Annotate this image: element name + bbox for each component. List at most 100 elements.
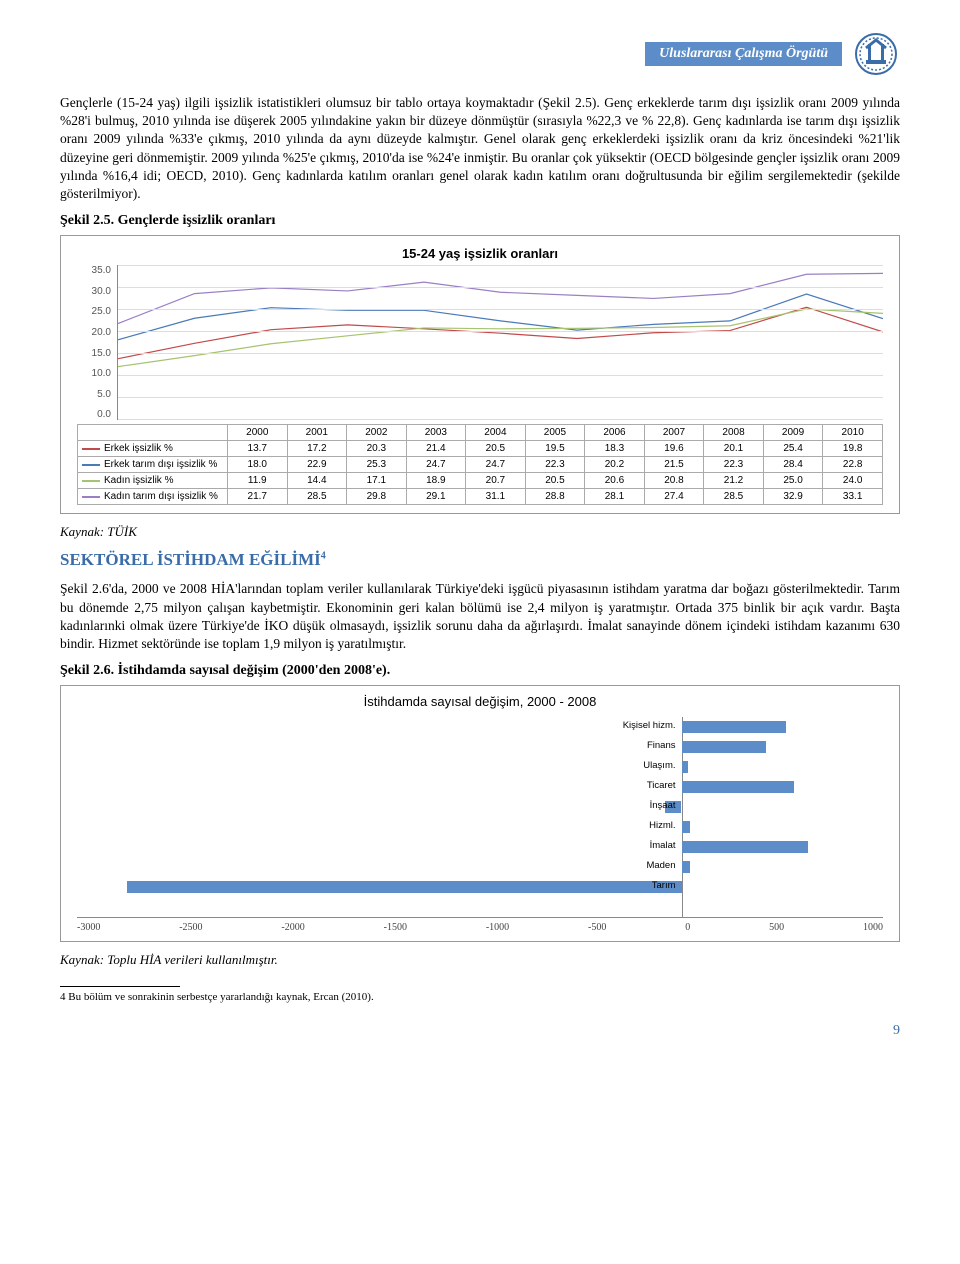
table-cell: 17.2	[287, 441, 347, 457]
table-year-header: 2008	[704, 425, 764, 441]
section-heading: SEKTÖREL İSTİHDAM EĞİLİMİ4	[60, 550, 900, 570]
table-cell: 19.8	[823, 441, 883, 457]
table-cell: 20.2	[585, 457, 645, 473]
bar-row: İmalat	[77, 837, 883, 857]
table-cell: 25.3	[347, 457, 407, 473]
y-tick-label: 0.0	[97, 409, 111, 420]
figure-2-5-caption: Şekil 2.5. Gençlerde işsizlik oranları	[60, 213, 900, 229]
bar-row: Tarım	[77, 877, 883, 897]
table-cell: 28.4	[763, 457, 823, 473]
table-cell: 21.4	[406, 441, 466, 457]
table-cell: 25.0	[763, 473, 823, 489]
table-cell: 29.8	[347, 489, 407, 505]
table-year-header: 2003	[406, 425, 466, 441]
section-heading-text: SEKTÖREL İSTİHDAM EĞİLİMİ	[60, 550, 321, 569]
bar-category-label: Tarım	[652, 880, 676, 891]
table-cell: 20.8	[644, 473, 704, 489]
bar-fill	[682, 841, 809, 853]
table-cell: 21.5	[644, 457, 704, 473]
figure-2-5-source: Kaynak: TÜİK	[60, 524, 900, 540]
y-tick-label: 35.0	[92, 265, 111, 276]
bar-category-label: Kişisel hizm.	[623, 720, 676, 731]
table-cell: 20.7	[466, 473, 526, 489]
x-tick-label: -2000	[281, 922, 304, 933]
table-year-header: 2007	[644, 425, 704, 441]
figure-2-6-chart: İstihdamda sayısal değişim, 2000 - 2008 …	[60, 685, 900, 942]
y-tick-label: 5.0	[97, 389, 111, 400]
table-cell: 31.1	[466, 489, 526, 505]
footnote-rule	[60, 986, 180, 987]
series-name-label: Erkek işsizlik %	[104, 443, 173, 454]
chart-2-6-bars: Kişisel hizm.FinansUlaşım.TicaretİnşaatH…	[77, 717, 883, 917]
table-year-header: 2009	[763, 425, 823, 441]
table-year-header: 2000	[228, 425, 288, 441]
table-cell: 13.7	[228, 441, 288, 457]
bar-row: Finans	[77, 737, 883, 757]
table-row: Erkek işsizlik % 13.717.220.321.420.519.5…	[78, 441, 883, 457]
table-cell: 28.5	[287, 489, 347, 505]
y-tick-label: 25.0	[92, 306, 111, 317]
table-year-header: 2004	[466, 425, 526, 441]
x-tick-label: -1500	[384, 922, 407, 933]
table-cell: 33.1	[823, 489, 883, 505]
chart-2-5-title: 15-24 yaş işsizlik oranları	[77, 246, 883, 261]
source-prefix: Kaynak:	[60, 952, 104, 967]
table-cell: 22.3	[525, 457, 585, 473]
table-cell: 20.3	[347, 441, 407, 457]
paragraph-1: Gençlerle (15-24 yaş) ilgili işsizlik is…	[60, 94, 900, 203]
table-cell: 21.7	[228, 489, 288, 505]
table-cell: 24.7	[466, 457, 526, 473]
bar-category-label: Ticaret	[647, 780, 676, 791]
table-cell: 20.6	[585, 473, 645, 489]
y-tick-label: 30.0	[92, 286, 111, 297]
chart-2-6-x-axis: -3000-2500-2000-1500-1000-50005001000	[77, 918, 883, 933]
series-color-swatch	[82, 448, 100, 450]
x-tick-label: 500	[769, 922, 784, 933]
table-cell: 25.4	[763, 441, 823, 457]
series-color-swatch	[82, 464, 100, 466]
bar-row: İnşaat	[77, 797, 883, 817]
x-tick-label: 1000	[863, 922, 883, 933]
table-cell: 27.4	[644, 489, 704, 505]
figure-2-6-caption: Şekil 2.6. İstihdamda sayısal değişim (2…	[60, 663, 900, 679]
chart-2-5-plot-area	[117, 265, 883, 420]
bar-row: Kişisel hizm.	[77, 717, 883, 737]
table-cell: 19.5	[525, 441, 585, 457]
table-cell: 20.5	[466, 441, 526, 457]
bar-category-label: Maden	[646, 860, 675, 871]
table-year-header: 2010	[823, 425, 883, 441]
table-cell: 18.3	[585, 441, 645, 457]
table-year-header: 2006	[585, 425, 645, 441]
table-cell: 22.3	[704, 457, 764, 473]
y-tick-label: 10.0	[92, 368, 111, 379]
page-header: Uluslararası Çalışma Örgütü	[60, 30, 900, 78]
table-cell: 18.9	[406, 473, 466, 489]
table-year-header: 2005	[525, 425, 585, 441]
page-number: 9	[60, 1023, 900, 1039]
bar-row: Maden	[77, 857, 883, 877]
table-cell: 20.1	[704, 441, 764, 457]
table-cell: 24.0	[823, 473, 883, 489]
table-cell: 22.8	[823, 457, 883, 473]
table-cell: 21.2	[704, 473, 764, 489]
source-text: Toplu HİA verileri kullanılmıştır.	[104, 952, 278, 967]
x-tick-label: -1000	[486, 922, 509, 933]
table-cell: 19.6	[644, 441, 704, 457]
bar-fill	[682, 741, 767, 753]
bar-fill	[682, 861, 690, 873]
bar-fill	[682, 761, 688, 773]
series-name-label: Erkek tarım dışı işsizlik %	[104, 459, 217, 470]
bar-fill	[682, 821, 690, 833]
table-cell: 29.1	[406, 489, 466, 505]
table-cell: 17.1	[347, 473, 407, 489]
chart-series-line	[118, 309, 883, 367]
table-cell: 22.9	[287, 457, 347, 473]
y-tick-label: 20.0	[92, 327, 111, 338]
bar-category-label: Hizml.	[649, 820, 675, 831]
table-cell: 28.1	[585, 489, 645, 505]
chart-series-line	[118, 274, 883, 324]
source-prefix: Kaynak:	[60, 524, 104, 539]
table-cell: 18.0	[228, 457, 288, 473]
paragraph-2: Şekil 2.6'da, 2000 ve 2008 HİA'larından …	[60, 580, 900, 653]
ilo-logo-icon	[852, 30, 900, 78]
